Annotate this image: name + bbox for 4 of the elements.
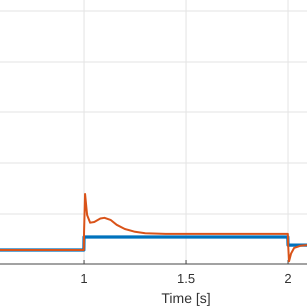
x-tick-label: 1.5 [176, 271, 196, 286]
x-tick-label: 2 [284, 271, 292, 286]
x-axis-title: Time [s] [161, 290, 211, 306]
x-tick-label: 1 [80, 271, 88, 286]
